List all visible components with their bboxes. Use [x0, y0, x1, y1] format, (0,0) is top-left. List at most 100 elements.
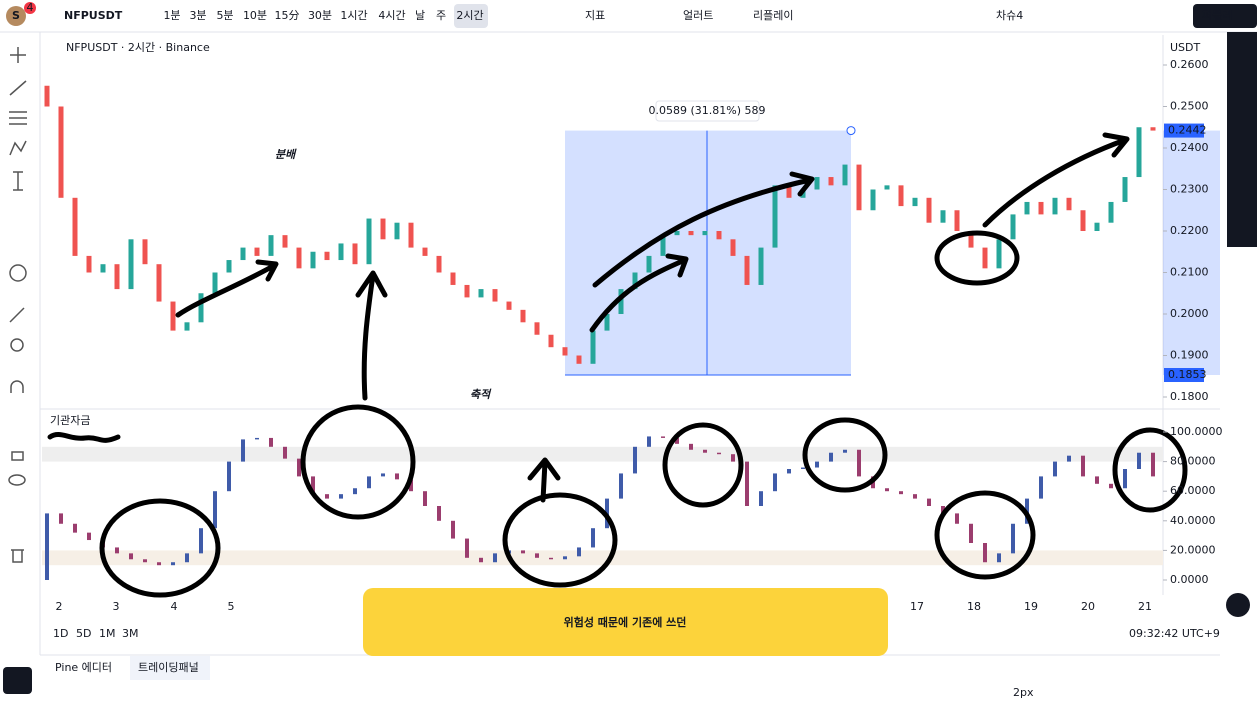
- range-button[interactable]: 3M: [122, 627, 139, 640]
- osc-bar: [297, 458, 301, 477]
- price-tick-label: 0.2400: [1170, 141, 1209, 154]
- grid-button[interactable]: [1226, 593, 1250, 617]
- candle: [1038, 201, 1044, 215]
- drawing-palette[interactable]: [1227, 32, 1257, 247]
- candle: [44, 85, 50, 107]
- candle: [548, 334, 554, 348]
- eye-tool[interactable]: [8, 474, 26, 486]
- replay-button[interactable]: 리플레이: [753, 9, 793, 22]
- range-button[interactable]: 1D: [53, 627, 68, 640]
- favorites-button[interactable]: [3, 667, 32, 694]
- bottom-tab[interactable]: 트레이딩패널: [138, 661, 199, 674]
- price-tick-label: 0.2200: [1170, 224, 1209, 237]
- interval-button[interactable]: 3분: [189, 9, 206, 22]
- interval-button[interactable]: 30분: [308, 9, 332, 22]
- osc-bar: [997, 553, 1001, 563]
- candle: [618, 289, 624, 314]
- avatar[interactable]: [6, 6, 26, 26]
- circle-stroke: [300, 404, 416, 520]
- date-label: 4: [171, 600, 178, 613]
- date-label: 2: [56, 600, 63, 613]
- date-label: 19: [1024, 600, 1038, 613]
- interval-button[interactable]: 5분: [216, 9, 233, 22]
- osc-bar: [283, 446, 287, 459]
- range-button[interactable]: 5D: [76, 627, 91, 640]
- candle: [128, 239, 134, 290]
- date-label: 17: [910, 600, 924, 613]
- bottom-tab[interactable]: Pine 에디터: [55, 661, 112, 674]
- osc-bar: [1081, 455, 1085, 477]
- osc-bar: [465, 538, 469, 558]
- candle: [240, 247, 246, 261]
- candle: [1150, 127, 1156, 131]
- osc-tick-label: 40.0000: [1170, 514, 1216, 527]
- pattern-tool[interactable]: [9, 140, 27, 156]
- notification-badge: [24, 2, 36, 14]
- interval-button[interactable]: 10분: [243, 9, 267, 22]
- trash-tool[interactable]: [11, 549, 24, 563]
- date-label: 20: [1081, 600, 1095, 613]
- interval-button[interactable]: 2시간: [456, 9, 483, 22]
- price-marker: [1164, 123, 1204, 138]
- magnet-tool[interactable]: [10, 380, 24, 393]
- candle: [464, 284, 470, 298]
- osc-bar: [423, 491, 427, 506]
- osc-tick-label: 80.0000: [1170, 455, 1216, 468]
- measure-area: [565, 130, 851, 376]
- candle: [1108, 201, 1114, 223]
- left-tools: [8, 47, 27, 563]
- interval-button[interactable]: 15分: [275, 9, 300, 22]
- lock-tool[interactable]: [11, 451, 24, 461]
- measure-handle: [846, 126, 856, 136]
- circle-stroke: [934, 230, 1020, 286]
- candle: [884, 185, 890, 190]
- osc-bar: [969, 523, 973, 543]
- osc-bar: [731, 454, 735, 462]
- candle: [492, 289, 498, 302]
- interval-button[interactable]: 1분: [163, 9, 180, 22]
- tab-bg: [130, 656, 210, 680]
- line-tool[interactable]: [9, 80, 27, 96]
- emoji-tool[interactable]: [9, 264, 27, 282]
- candle: [408, 222, 414, 248]
- price-tick-label: 0.2600: [1170, 58, 1209, 71]
- circle-stroke: [934, 490, 1036, 580]
- osc-bar: [1039, 476, 1043, 499]
- publish-button[interactable]: 퍼블리: [1202, 8, 1232, 22]
- osc-tick-label: 100.0000: [1170, 425, 1223, 438]
- osc-bar: [1053, 461, 1057, 477]
- circle-stroke: [1112, 427, 1188, 513]
- candle: [1024, 201, 1030, 215]
- osc-bar: [983, 543, 987, 563]
- candle: [478, 289, 484, 298]
- candle: [296, 247, 302, 269]
- range-button[interactable]: 1M: [99, 627, 116, 640]
- osc-bar: [857, 449, 861, 477]
- alerts-button[interactable]: 얼러트: [683, 8, 713, 22]
- osc-bar: [717, 452, 721, 455]
- indicators-button[interactable]: 지표: [585, 9, 605, 22]
- osc-bar: [59, 513, 63, 524]
- candle: [1066, 197, 1072, 211]
- osc-bar: [129, 553, 133, 560]
- interval-button[interactable]: 날: [415, 9, 425, 22]
- osc-bar: [647, 436, 651, 447]
- candle: [828, 177, 834, 186]
- zoom-tool[interactable]: [10, 338, 24, 352]
- interval-button[interactable]: 1시간: [340, 9, 367, 22]
- interval-button[interactable]: 4시간: [378, 9, 405, 22]
- candle: [198, 293, 204, 323]
- crosshair-tool[interactable]: [10, 47, 26, 63]
- fib-tool[interactable]: [9, 111, 27, 125]
- text-cursor-tool[interactable]: [13, 171, 23, 191]
- osc-bar: [87, 532, 91, 541]
- ruler-tool[interactable]: [9, 307, 25, 323]
- caption: 위험성 때문에 기존에 쓰던: [564, 615, 687, 629]
- osc-tick-label: 0.0000: [1170, 573, 1209, 586]
- arrow-stroke: [527, 457, 561, 503]
- interval-button[interactable]: 주: [436, 9, 446, 22]
- price-tick-label: 0.2000: [1170, 307, 1209, 320]
- osc-bar: [773, 473, 777, 492]
- osc-bar: [661, 436, 665, 438]
